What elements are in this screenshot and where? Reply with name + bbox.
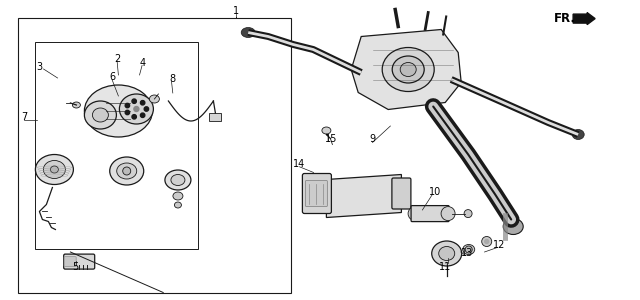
FancyBboxPatch shape bbox=[64, 256, 76, 267]
Text: 2: 2 bbox=[114, 53, 120, 64]
Text: 3: 3 bbox=[36, 61, 43, 72]
FancyBboxPatch shape bbox=[411, 206, 449, 222]
Circle shape bbox=[123, 167, 131, 175]
Ellipse shape bbox=[441, 207, 455, 220]
Ellipse shape bbox=[171, 175, 185, 185]
Ellipse shape bbox=[572, 130, 584, 140]
Bar bbox=[35, 42, 198, 249]
Circle shape bbox=[140, 100, 145, 105]
Text: 1: 1 bbox=[232, 6, 239, 16]
Ellipse shape bbox=[382, 47, 434, 92]
Ellipse shape bbox=[44, 160, 65, 178]
Text: 7: 7 bbox=[21, 112, 28, 122]
Circle shape bbox=[132, 99, 136, 103]
Text: 10: 10 bbox=[429, 187, 442, 197]
Ellipse shape bbox=[35, 154, 74, 184]
Ellipse shape bbox=[92, 108, 108, 122]
FancyBboxPatch shape bbox=[101, 91, 141, 131]
Ellipse shape bbox=[173, 192, 183, 200]
Circle shape bbox=[484, 239, 489, 244]
Circle shape bbox=[125, 103, 129, 108]
Ellipse shape bbox=[400, 62, 416, 76]
Ellipse shape bbox=[241, 28, 255, 38]
Text: 13: 13 bbox=[461, 248, 474, 258]
Ellipse shape bbox=[175, 202, 181, 208]
Circle shape bbox=[465, 246, 472, 253]
FancyBboxPatch shape bbox=[305, 181, 328, 206]
Circle shape bbox=[140, 113, 145, 118]
Ellipse shape bbox=[51, 166, 58, 173]
FancyArrow shape bbox=[573, 13, 595, 25]
Circle shape bbox=[125, 110, 129, 115]
Circle shape bbox=[482, 236, 492, 247]
Ellipse shape bbox=[149, 95, 159, 103]
Ellipse shape bbox=[392, 56, 424, 83]
Polygon shape bbox=[351, 29, 461, 110]
Ellipse shape bbox=[439, 247, 455, 260]
Ellipse shape bbox=[72, 102, 81, 108]
Text: 11: 11 bbox=[438, 262, 451, 272]
Text: 14: 14 bbox=[293, 159, 306, 170]
Ellipse shape bbox=[463, 244, 475, 254]
Ellipse shape bbox=[84, 101, 116, 129]
Text: 15: 15 bbox=[324, 134, 337, 144]
Text: 12: 12 bbox=[493, 240, 506, 250]
Circle shape bbox=[144, 107, 148, 111]
Ellipse shape bbox=[503, 218, 524, 235]
Bar bbox=[209, 113, 221, 121]
Ellipse shape bbox=[322, 127, 331, 134]
Ellipse shape bbox=[464, 210, 472, 218]
Text: 8: 8 bbox=[170, 74, 176, 85]
Text: 9: 9 bbox=[369, 134, 376, 145]
Circle shape bbox=[132, 115, 136, 119]
FancyBboxPatch shape bbox=[302, 173, 332, 214]
FancyBboxPatch shape bbox=[64, 254, 95, 269]
Ellipse shape bbox=[432, 241, 461, 266]
FancyBboxPatch shape bbox=[392, 178, 411, 209]
Text: FR.: FR. bbox=[554, 12, 576, 25]
Polygon shape bbox=[326, 175, 401, 218]
Ellipse shape bbox=[84, 85, 152, 137]
Ellipse shape bbox=[408, 207, 422, 220]
Text: 6: 6 bbox=[109, 71, 115, 82]
Text: 4: 4 bbox=[140, 58, 146, 68]
Circle shape bbox=[134, 106, 139, 112]
Text: 5: 5 bbox=[72, 262, 79, 272]
Bar bbox=[18, 18, 291, 292]
Ellipse shape bbox=[116, 163, 137, 179]
Ellipse shape bbox=[120, 94, 154, 124]
Ellipse shape bbox=[165, 170, 191, 190]
Ellipse shape bbox=[109, 157, 144, 185]
